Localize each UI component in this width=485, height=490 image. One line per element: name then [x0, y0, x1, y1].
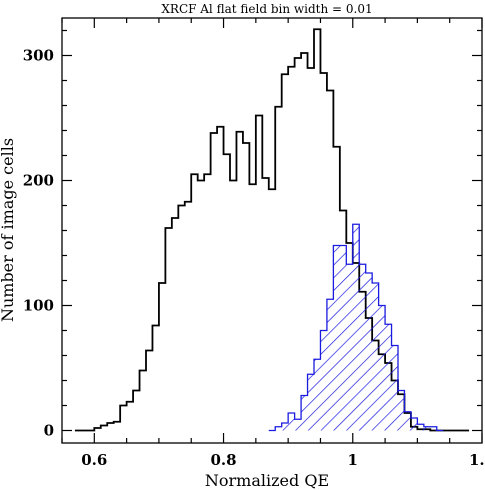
hatched-histogram-outline: [268, 223, 444, 432]
chart-title: XRCF Al flat field bin width = 0.01: [161, 2, 372, 16]
x-axis-label: Normalized QE: [205, 471, 329, 490]
y-tick-label: 100: [23, 297, 54, 315]
y-tick-label: 300: [23, 47, 54, 65]
y-axis-label: Number of image cells: [0, 138, 17, 322]
y-tick-label: 0: [44, 422, 54, 440]
axis-ticks: [61, 18, 483, 443]
x-tick-label: 0.6: [81, 451, 107, 469]
plot-frame: [61, 17, 483, 444]
x-tick-label: 0.8: [210, 451, 236, 469]
x-tick-label: 1.2: [469, 451, 485, 469]
hatched-histogram-fill: [268, 224, 444, 431]
plot-area: [74, 28, 470, 432]
x-tick-label: 1: [348, 451, 358, 469]
y-tick-label: 200: [23, 172, 54, 190]
black-histogram-outline: [74, 28, 470, 432]
